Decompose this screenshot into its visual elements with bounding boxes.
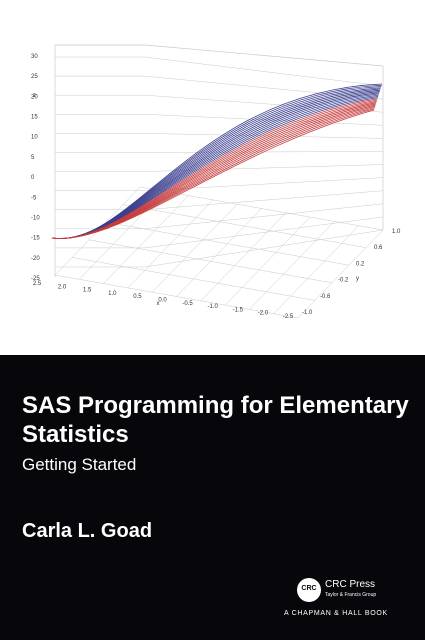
- z-gridline: [55, 229, 384, 268]
- floor-gridline-x: [176, 208, 262, 297]
- z-tick-label: 15: [31, 115, 38, 121]
- surface-mesh-line: [51, 105, 376, 239]
- x-tick-label: 0.0: [158, 298, 167, 304]
- surface-plot: 30 25 20 15 10 5 0 -5 -10 -15 -20 -25 z 2.5 2.0 1.5 1.0 0…: [31, 44, 401, 320]
- floor-gridline-y: [105, 221, 350, 266]
- publisher-name: CRC Press: [325, 579, 376, 590]
- floor-gridline-y: [71, 257, 316, 301]
- y-axis-title: y: [356, 276, 359, 282]
- x-tick-label: -2.5: [283, 314, 294, 320]
- floor-gridline-x: [127, 199, 214, 289]
- z-tick-label: 30: [31, 54, 38, 60]
- top-wall-edge: [55, 44, 384, 230]
- z-tick-label: 5: [31, 155, 35, 161]
- x-tick-label: -1.0: [208, 304, 219, 310]
- x-tick-label: 2.0: [58, 284, 67, 290]
- floor-gridline-x: [200, 212, 286, 301]
- z-gridline: [55, 151, 384, 153]
- z-gridline: [55, 216, 384, 249]
- y-tick-label: 0.2: [356, 261, 365, 267]
- floor-gridline-x: [152, 204, 238, 293]
- z-gridline: [55, 203, 384, 230]
- x-tick-label: 2.5: [33, 281, 42, 287]
- surface-mesh-line: [51, 87, 381, 239]
- x-tick-label: 1.5: [83, 288, 92, 294]
- book-subtitle: Getting Started: [22, 455, 137, 474]
- z-tick-label: -25: [31, 276, 40, 282]
- floor-gridline-x: [103, 195, 189, 284]
- cover-text-area: SAS Programming for Elementary Statistic…: [0, 355, 425, 640]
- surface-mesh-line: [51, 107, 375, 239]
- x-tick-label: -1.5: [233, 307, 244, 313]
- floor-gridline-y: [122, 204, 367, 248]
- surface-mesh-line: [51, 109, 375, 239]
- x-tick-label: -2.0: [258, 311, 269, 317]
- floor-gridline-y: [54, 274, 299, 319]
- z-gridline: [55, 56, 384, 87]
- y-tick-label: 1.0: [392, 229, 401, 235]
- z-tick-label: 25: [31, 74, 38, 80]
- z-gridline: [55, 75, 384, 100]
- y-tick-label: -1.0: [302, 310, 313, 316]
- publisher-group: Taylor & Francis Group: [325, 592, 377, 598]
- floor-gridline-y: [88, 239, 333, 284]
- floor-gridline-x: [224, 216, 311, 306]
- x-tick-label: 1.0: [108, 291, 117, 297]
- z-tick-label: 0: [31, 175, 35, 181]
- book-title: SAS Programming for Elementary Statistic…: [22, 392, 409, 448]
- floor-gridline-x: [297, 229, 384, 319]
- cover-illustration-area: 30 25 20 15 10 5 0 -5 -10 -15 -20 -25 z 2.5 2.0 1.5 1.0 0…: [31, 44, 402, 320]
- y-tick-label: -0.2: [338, 278, 349, 284]
- publisher-imprint: A CHAPMAN & HALL BOOK: [284, 610, 388, 617]
- z-gridline: [55, 164, 384, 172]
- crc-press-logo: CRC: [297, 578, 321, 602]
- z-tick-label: -10: [31, 215, 40, 221]
- y-tick-label: 0.6: [374, 245, 383, 251]
- x-axis-title: x: [157, 301, 160, 307]
- z-axis-title: z: [33, 93, 36, 99]
- z-tick-label: 20: [31, 94, 38, 100]
- z-tick-label: 10: [31, 135, 38, 141]
- z-gridline: [55, 190, 384, 210]
- y-tick-label: -0.6: [320, 294, 331, 300]
- z-tick-label: -20: [31, 256, 40, 262]
- surface-mesh-line: [51, 91, 380, 239]
- z-gridline: [55, 177, 384, 191]
- x-tick-label: 0.5: [133, 294, 142, 300]
- z-tick-label: -5: [31, 195, 37, 201]
- surface-mesh-line: [51, 102, 377, 239]
- floor-gridline-x: [273, 225, 359, 314]
- z-tick-label: -15: [31, 236, 40, 242]
- z-gridline: [55, 133, 384, 139]
- floor-gridline-x: [249, 221, 335, 310]
- book-author: Carla L. Goad: [22, 520, 153, 542]
- logo-text: CRC: [301, 585, 317, 592]
- z-gridline: [55, 94, 384, 113]
- x-tick-label: -0.5: [182, 301, 193, 307]
